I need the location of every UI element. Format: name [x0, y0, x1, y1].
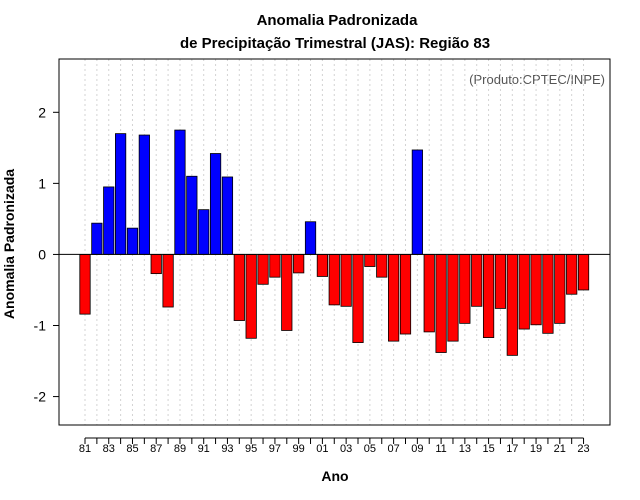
bar-2001 — [316, 254, 329, 277]
bar-1996 — [257, 254, 269, 285]
bar-1990 — [186, 175, 198, 255]
y-tick-label: -2 — [34, 389, 47, 405]
bar-2018 — [518, 254, 530, 330]
bar-1995 — [245, 254, 257, 339]
bar-2009 — [411, 149, 423, 255]
chart-title: Anomalia Padronizada — [257, 12, 419, 29]
x-tick-label: 91 — [198, 443, 210, 455]
bar-1984 — [115, 133, 127, 255]
bar-2000 — [304, 221, 317, 255]
x-tick-label: 87 — [150, 443, 162, 455]
bar-2006 — [376, 254, 388, 278]
x-axis: 81 83 85 87 89 91 93 95 97 99 01 03 05 07 09 11 13 15 17 19… — [79, 437, 590, 455]
x-tick-label: 21 — [554, 443, 566, 455]
x-tick-label: 17 — [506, 443, 518, 455]
bar-1987 — [150, 254, 162, 275]
bar-1991 — [198, 209, 210, 255]
x-tick-label: 95 — [245, 443, 257, 455]
bar-1998 — [281, 254, 293, 331]
x-tick-label: 05 — [364, 443, 376, 455]
bar-2022 — [566, 254, 578, 295]
grid-layer — [84, 59, 585, 425]
x-axis-title: Ano — [321, 468, 348, 484]
bar-2021 — [554, 254, 566, 324]
bar-2023 — [577, 254, 590, 291]
bar-1992 — [209, 153, 222, 255]
bar-2012 — [447, 254, 459, 342]
bar-1989 — [174, 129, 186, 255]
bar-2015 — [482, 254, 495, 338]
x-tick-label: 93 — [221, 443, 233, 455]
bar-2004 — [352, 254, 364, 343]
x-tick-label: 09 — [411, 443, 423, 455]
bar-1997 — [269, 254, 281, 278]
bar-1981 — [79, 254, 91, 315]
chart-subtitle: de Precipitação Trimestral (JAS): Região… — [180, 35, 490, 52]
x-tick-label: 89 — [174, 443, 186, 455]
bar-2017 — [506, 254, 518, 356]
bar-1986 — [138, 134, 150, 255]
x-tick-label: 03 — [340, 443, 352, 455]
bar-1994 — [233, 254, 245, 321]
y-tick-label: -1 — [34, 318, 47, 334]
bar-2005 — [364, 254, 376, 267]
x-tick-label: 07 — [387, 443, 399, 455]
x-tick-label: 23 — [577, 443, 589, 455]
x-tick-label: 97 — [269, 443, 281, 455]
x-tick-label: 15 — [482, 443, 494, 455]
bar-2010 — [423, 254, 435, 333]
bar-2016 — [494, 254, 507, 309]
credit-annotation: (Produto:CPTEC/INPE) — [469, 72, 605, 87]
x-tick-label: 83 — [103, 443, 115, 455]
bar-2008 — [399, 254, 412, 335]
bar-1982 — [91, 222, 103, 255]
bar-2002 — [328, 254, 340, 306]
x-tick-label: 13 — [459, 443, 471, 455]
x-tick-label: 01 — [316, 443, 328, 455]
y-axis: -2 -1 0 1 2 — [34, 104, 59, 405]
bar-2003 — [340, 254, 352, 307]
x-tick-label: 19 — [530, 443, 542, 455]
x-tick-label: 11 — [435, 443, 446, 455]
bar-2014 — [471, 254, 483, 307]
y-tick-label: 0 — [38, 246, 46, 262]
y-tick-label: 2 — [38, 104, 46, 120]
x-tick-label: 85 — [126, 443, 138, 455]
y-axis-title: Anomalia Padronizada — [1, 169, 17, 319]
bar-1993 — [221, 176, 234, 255]
bar-2007 — [388, 254, 400, 342]
x-tick-label: 81 — [79, 443, 91, 455]
y-tick-label: 1 — [38, 175, 46, 191]
x-tick-label: 99 — [293, 443, 305, 455]
bar-1983 — [103, 186, 115, 255]
bar-1988 — [162, 254, 174, 308]
bar-1999 — [293, 254, 305, 274]
bar-1985 — [126, 227, 139, 255]
plot-frame — [58, 58, 611, 426]
bar-2011 — [435, 254, 447, 353]
bar-2019 — [530, 254, 542, 326]
bar-2013 — [459, 254, 471, 324]
bars-layer — [79, 129, 590, 356]
bar-2020 — [542, 254, 554, 334]
